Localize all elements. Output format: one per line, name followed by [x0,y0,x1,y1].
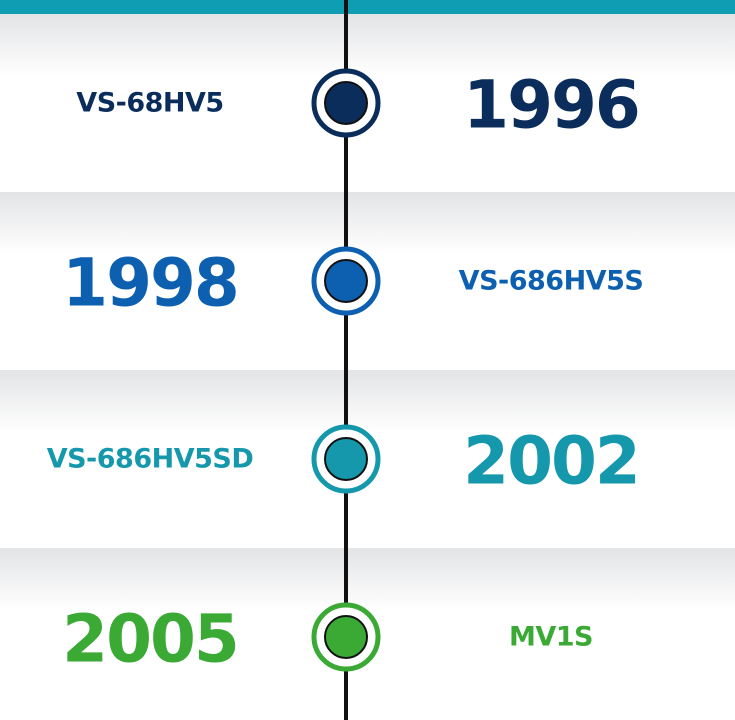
model: VS-686HV5S [459,266,644,297]
node-dot [324,437,368,481]
year: 2005 [62,601,238,678]
year: 1998 [62,245,238,322]
year: 1996 [463,67,639,144]
model: VS-68HV5 [76,88,223,119]
node-dot [324,81,368,125]
year: 2002 [463,423,639,500]
node-dot [324,259,368,303]
model: VS-686HV5SD [47,444,254,475]
model: MV1S [509,622,593,653]
node-dot [324,615,368,659]
top-bar [0,0,735,14]
